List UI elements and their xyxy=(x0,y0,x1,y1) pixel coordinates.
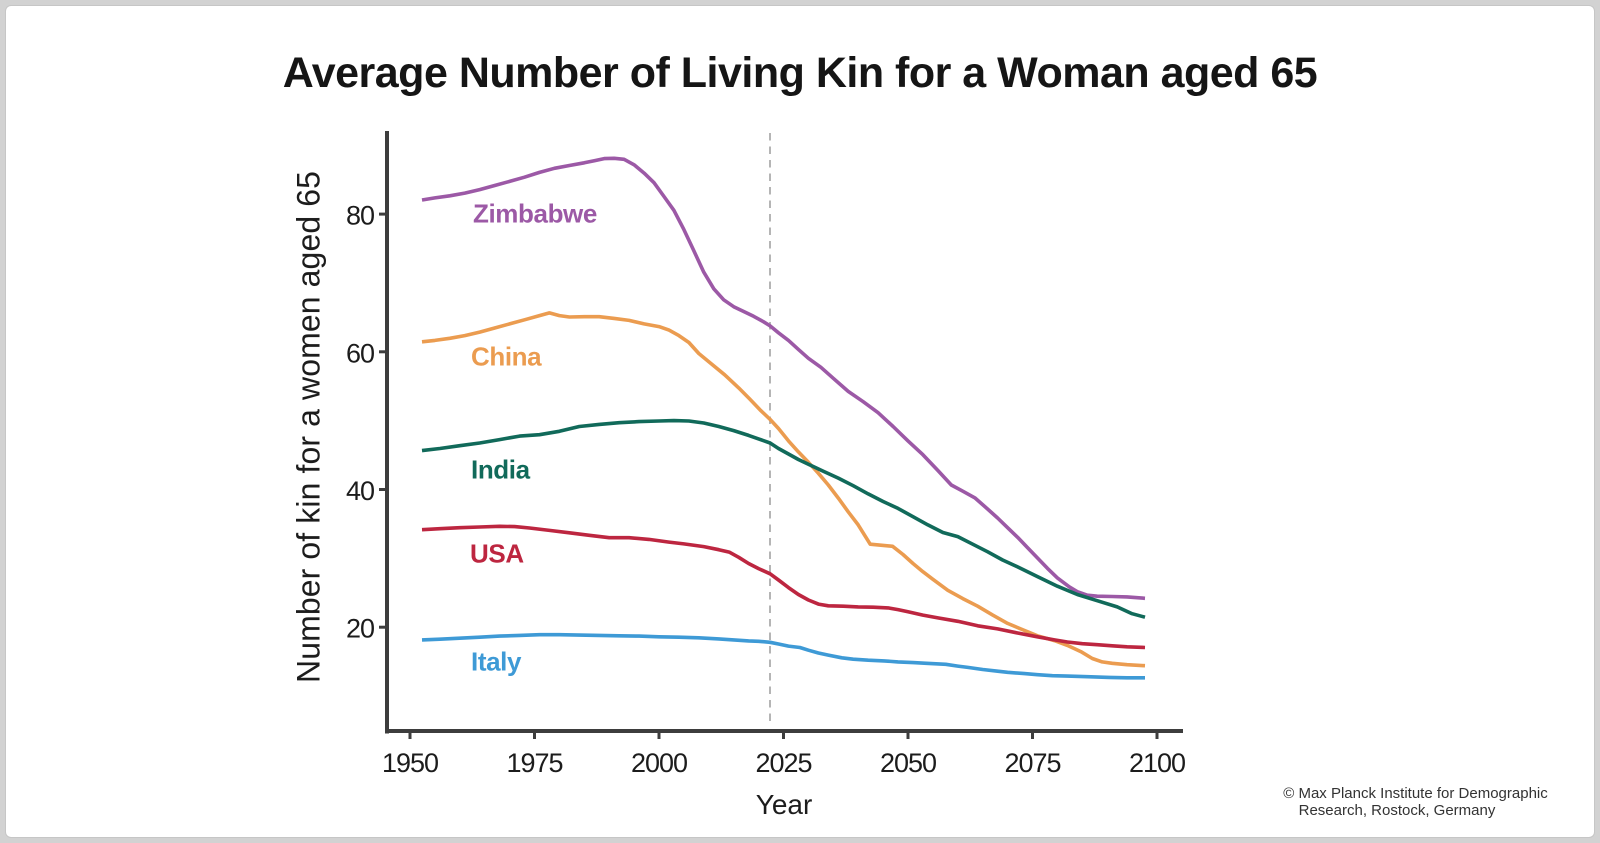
svg-text:60: 60 xyxy=(346,338,374,368)
svg-text:USA: USA xyxy=(470,539,524,569)
svg-text:2025: 2025 xyxy=(755,748,811,778)
svg-text:Italy: Italy xyxy=(471,647,522,677)
svg-text:2050: 2050 xyxy=(880,748,936,778)
svg-text:20: 20 xyxy=(346,614,374,644)
svg-text:1950: 1950 xyxy=(382,748,438,778)
svg-text:80: 80 xyxy=(346,201,374,231)
svg-text:Zimbabwe: Zimbabwe xyxy=(473,199,597,229)
svg-text:2100: 2100 xyxy=(1129,748,1185,778)
svg-text:40: 40 xyxy=(346,476,374,506)
svg-text:2075: 2075 xyxy=(1004,748,1060,778)
svg-text:China: China xyxy=(471,342,542,372)
svg-text:2000: 2000 xyxy=(631,748,687,778)
svg-text:India: India xyxy=(471,455,531,485)
svg-text:1975: 1975 xyxy=(506,748,562,778)
